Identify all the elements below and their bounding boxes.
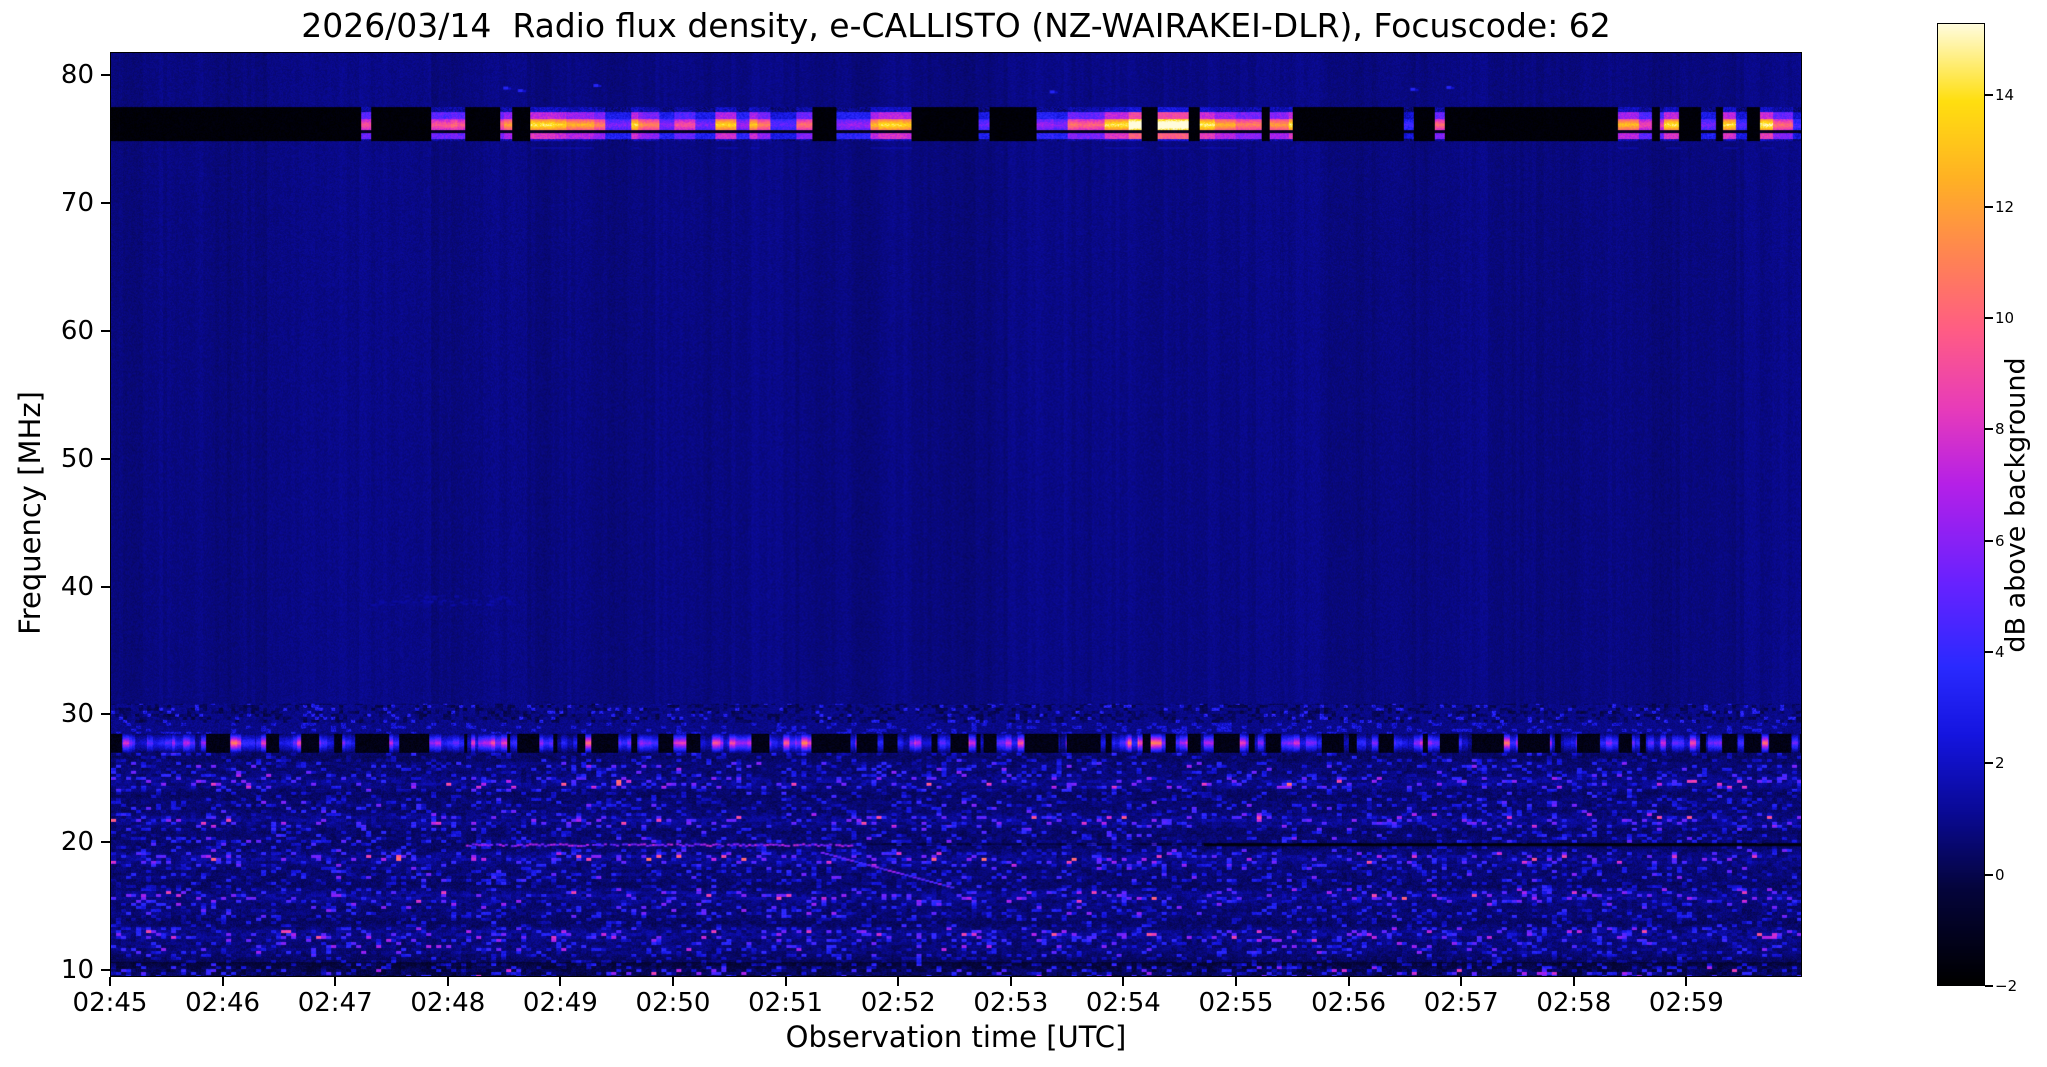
x-tick-label: 02:49: [522, 988, 598, 1018]
colorbar-label: dB above background: [2000, 357, 2032, 653]
colorbar-tick-label: 6: [1995, 531, 2005, 550]
x-tick-label: 02:50: [635, 988, 711, 1018]
y-tick-mark: [101, 585, 110, 588]
x-tick-mark: [897, 977, 900, 986]
colorbar-tick-label: 10: [1995, 309, 2015, 328]
colorbar-tick-label: −2: [1995, 977, 2018, 995]
colorbar-tick-mark: [1985, 985, 1993, 987]
colorbar-tick-mark: [1985, 873, 1993, 876]
x-tick-label: 02:56: [1311, 988, 1387, 1018]
y-tick-mark: [101, 329, 110, 332]
x-tick-mark: [1347, 977, 1350, 986]
x-tick-mark: [784, 977, 787, 986]
colorbar-tick-mark: [1985, 651, 1993, 653]
y-tick-label: 70: [60, 187, 94, 218]
x-tick-mark: [1685, 977, 1688, 986]
colorbar-tick-label: 14: [1995, 86, 2015, 105]
x-tick-label: 02:52: [860, 988, 936, 1018]
y-tick-mark: [101, 201, 110, 204]
x-tick-label: 02:51: [748, 988, 824, 1018]
x-tick-mark: [1009, 977, 1012, 986]
chart-title: 2026/03/14 Radio flux density, e-CALLIST…: [301, 6, 1611, 45]
y-tick-mark: [101, 74, 110, 77]
colorbar: [1937, 23, 1985, 986]
x-tick-label: 02:53: [973, 988, 1049, 1018]
x-tick-label: 02:48: [410, 988, 486, 1018]
y-tick-mark: [101, 969, 110, 972]
y-tick-label: 30: [60, 699, 94, 730]
x-tick-label: 02:57: [1423, 988, 1499, 1018]
x-tick-label: 02:45: [72, 988, 148, 1018]
y-tick-label: 10: [60, 955, 94, 986]
x-tick-label: 02:58: [1536, 988, 1612, 1018]
colorbar-tick-mark: [1985, 317, 1993, 320]
y-tick-label: 60: [60, 315, 94, 346]
x-tick-label: 02:46: [185, 988, 261, 1018]
spectrogram-canvas: [111, 53, 1801, 976]
plot-area: [110, 52, 1802, 977]
x-tick-mark: [1572, 977, 1575, 986]
x-tick-label: 02:55: [1198, 988, 1274, 1018]
x-tick-mark: [446, 977, 449, 986]
x-axis-label: Observation time [UTC]: [785, 1020, 1127, 1054]
x-tick-mark: [1235, 977, 1237, 986]
x-tick-mark: [221, 977, 224, 986]
colorbar-tick-mark: [1985, 94, 1993, 97]
colorbar-canvas: [1938, 24, 1984, 985]
x-tick-mark: [1460, 977, 1463, 986]
y-tick-mark: [101, 457, 110, 460]
x-tick-mark: [334, 977, 337, 986]
x-tick-label: 02:54: [1085, 988, 1161, 1018]
x-tick-label: 02:59: [1648, 988, 1724, 1018]
colorbar-tick-label: 0: [1995, 865, 2005, 884]
colorbar-tick-mark: [1985, 762, 1993, 765]
colorbar-tick-mark: [1985, 539, 1993, 542]
y-tick-label: 50: [60, 443, 94, 474]
colorbar-tick-label: 4: [1995, 643, 2005, 661]
y-tick-mark: [101, 841, 110, 844]
y-tick-label: 20: [60, 827, 94, 858]
x-tick-mark: [1122, 977, 1125, 986]
colorbar-tick-label: 12: [1995, 197, 2015, 216]
y-tick-label: 40: [60, 571, 94, 602]
x-tick-mark: [109, 977, 111, 986]
colorbar-tick-mark: [1985, 428, 1993, 431]
y-tick-label: 80: [60, 60, 94, 91]
colorbar-tick-label: 2: [1995, 754, 2005, 773]
colorbar-tick-label: 8: [1995, 420, 2005, 439]
colorbar-tick-mark: [1985, 205, 1993, 208]
x-tick-label: 02:47: [297, 988, 373, 1018]
x-tick-mark: [672, 977, 674, 986]
x-tick-mark: [559, 977, 562, 986]
y-tick-mark: [101, 713, 110, 716]
